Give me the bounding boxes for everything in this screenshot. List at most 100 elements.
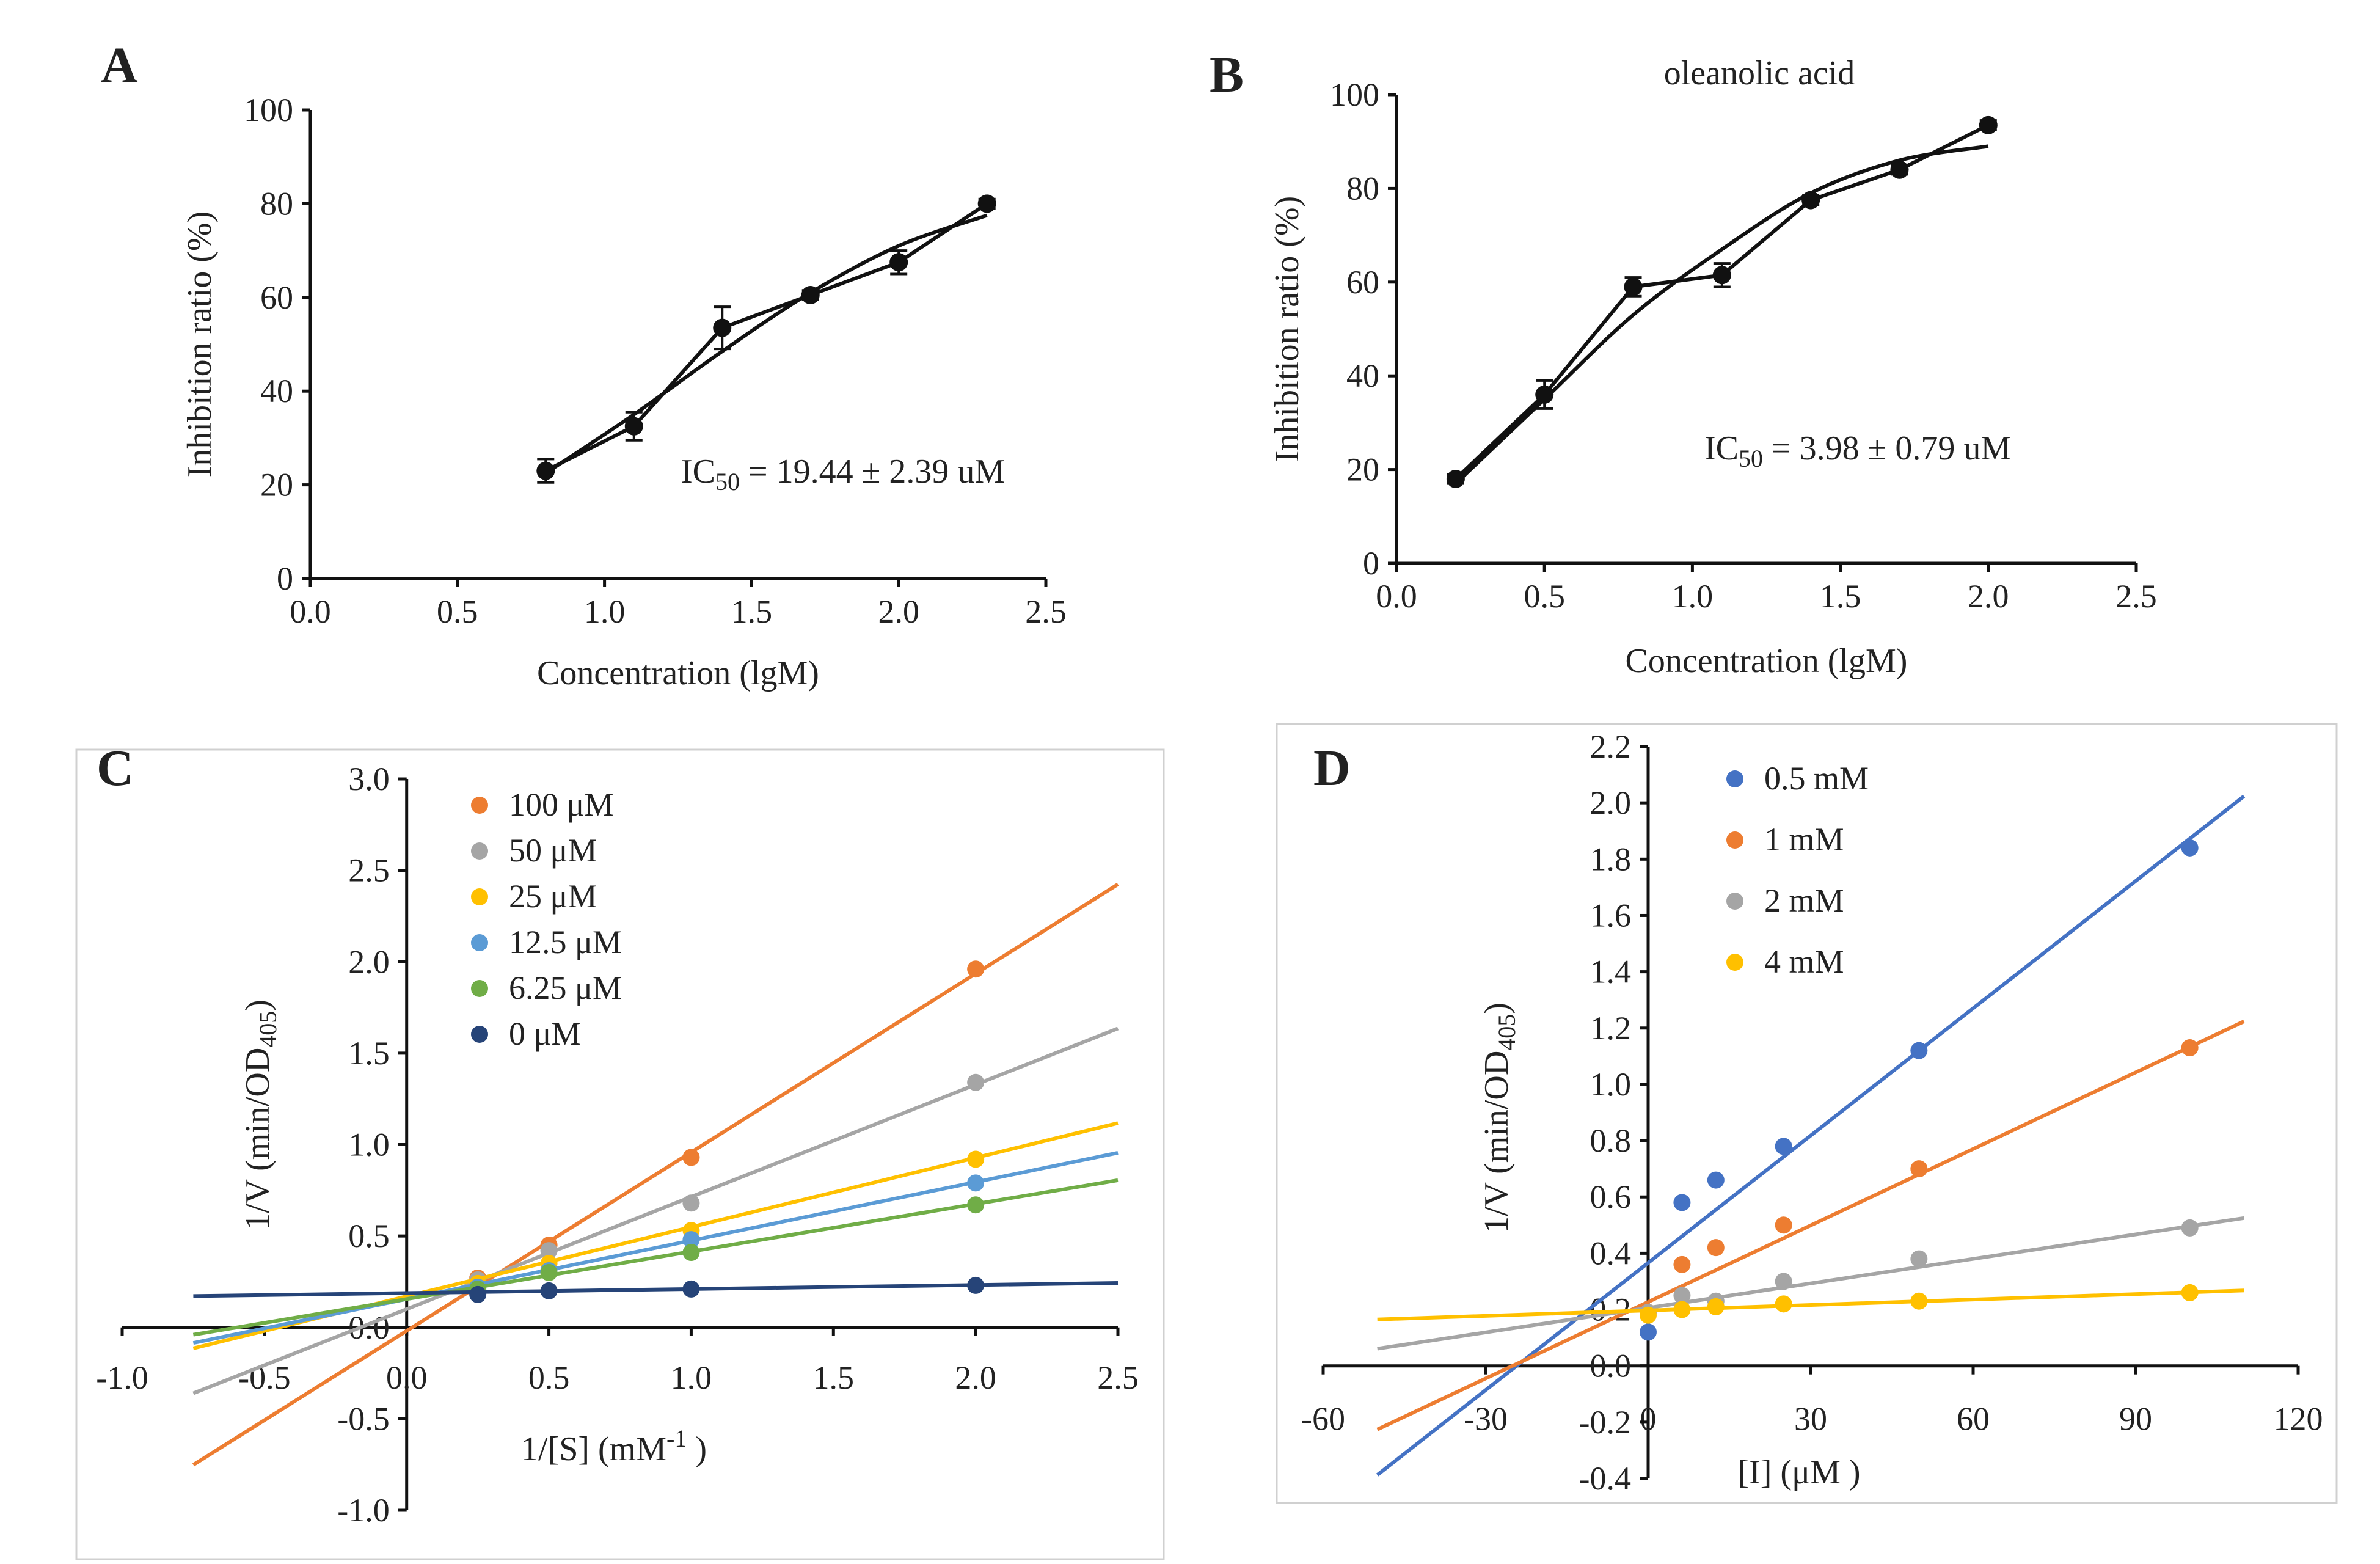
panel-b-x-axis-title: Concentration (lgM): [1626, 642, 1908, 680]
panel-a-x-tick-label: 0.0: [290, 593, 331, 630]
panel-c-legend-label: 0 μM: [509, 1015, 580, 1052]
panel-a-letter: A: [101, 37, 138, 94]
panel-d-trendline: [1376, 1020, 2245, 1431]
panel-b-x-tick-label: 2.5: [2115, 578, 2157, 615]
panel-a-y-tick-label: 80: [260, 185, 293, 222]
panel-d-x-tick-label: 90: [2119, 1401, 2152, 1438]
panel-c-y-title-main: 1/V (min/OD: [239, 1048, 277, 1230]
panel-d-legend-marker: [1726, 831, 1743, 849]
panel-c-legend-marker: [471, 888, 488, 905]
panel-b-ic50-value: = 3.98 ± 0.79 uM: [1763, 429, 2011, 467]
panel-b-data-point: [1624, 277, 1643, 296]
panel-c-x-tick-label: 0.0: [386, 1359, 428, 1396]
panel-d-letter: D: [1313, 740, 1351, 797]
panel-c-data-point: [540, 1282, 558, 1299]
panel-b-data-point: [1890, 160, 1909, 179]
panel-d-y-tick-label: -0.4: [1579, 1460, 1631, 1497]
panel-c-y-title-end: ): [239, 999, 277, 1011]
panel-a-y-axis-title: Inhibition ratio (%): [181, 211, 219, 477]
panel-c-y-tick-label: 2.0: [348, 943, 390, 980]
panel-c-y-tick-label: -0.5: [337, 1400, 389, 1437]
panel-c-data-point: [682, 1194, 700, 1212]
panel-a-x-tick-label: 2.0: [878, 593, 919, 630]
panel-b-y-tick-label: 80: [1346, 170, 1379, 206]
panel-c-legend-label: 100 μM: [509, 786, 613, 823]
panel-c-x-title-superscript: -1: [666, 1425, 687, 1452]
panel-b-y-tick-label: 40: [1346, 357, 1379, 394]
panel-d-data-point: [1673, 1287, 1691, 1304]
panel-b-y-tick-label: 0: [1363, 545, 1379, 582]
panel-a-data-point: [713, 318, 732, 337]
panel-b-ic50-annotation: IC50 = 3.98 ± 0.79 uM: [1704, 429, 2011, 472]
panel-d-data-point: [1910, 1250, 1928, 1268]
panel-a-data-line: [544, 202, 988, 473]
panel-a-ic50-subscript: 50: [715, 468, 740, 495]
panel-c-x-tick-label: 0.5: [528, 1359, 570, 1396]
panel-b-data-point: [1446, 469, 1465, 488]
panel-c-data-point: [682, 1149, 700, 1166]
panel-c-legend-marker: [471, 980, 488, 997]
panel-d-legend-label: 2 mM: [1764, 882, 1844, 919]
panel-b-x-tick-label: 1.0: [1672, 578, 1714, 615]
panel-d-y-tick-label: 1.2: [1590, 1010, 1632, 1047]
panel-d-x-tick-label: -60: [1301, 1401, 1345, 1438]
panel-b-data-point: [1801, 191, 1820, 210]
panel-b-y-tick-label: 60: [1346, 264, 1379, 301]
panel-d-y-tick-label: -0.2: [1579, 1404, 1631, 1441]
panel-d-trendline: [1377, 1216, 2244, 1351]
panel-d-y-tick-label: 1.6: [1590, 897, 1632, 934]
panel-c-x-axis-title: 1/[S] (mM-1 ): [521, 1425, 707, 1468]
panel-c-trendline: [192, 882, 1119, 1467]
panel-c-y-tick-label: -1.0: [337, 1492, 389, 1529]
panel-d-data-point: [1775, 1295, 1792, 1313]
panel-b-x-tick-label: 0.5: [1524, 578, 1565, 615]
panel-c-legend-marker: [471, 797, 488, 814]
panel-d-frame: [1276, 723, 2338, 1504]
panel-d-legend-label: 4 mM: [1764, 943, 1844, 980]
panel-d-data-point: [1707, 1171, 1725, 1189]
panel-a-x-tick-label: 2.5: [1025, 593, 1067, 630]
panel-d-x-tick-label: 30: [1794, 1401, 1827, 1438]
panel-a-y-tick-label: 40: [260, 373, 293, 409]
panel-d-y-tick-label: 0.0: [1590, 1348, 1632, 1384]
panel-a-x-tick-label: 1.0: [584, 593, 626, 630]
panel-c-x-tick-label: 1.5: [813, 1359, 855, 1396]
panel-d-y-tick-label: 0.6: [1590, 1178, 1632, 1215]
panel-d-data-point: [1910, 1292, 1928, 1310]
panel-a-ic50-prefix: IC: [681, 453, 715, 491]
panel-d-legend-marker: [1726, 893, 1743, 910]
panel-a-y-tick-label: 60: [260, 279, 293, 316]
panel-b-y-axis-title: Inhibition ratio (%): [1268, 196, 1306, 462]
panel-c-data-point: [967, 1150, 985, 1168]
panel-d-data-point: [1775, 1138, 1792, 1155]
panel-c-data-point: [967, 960, 985, 978]
panel-a-fit-curve: [544, 213, 988, 475]
panel-c-lineweaver-burk-chart: C -1.0 -0.5 0.0 0.5 1.0 1.5 2.0 2.5-1.0-0.50.00…: [75, 740, 1165, 1560]
panel-d-y-title-subscript: 405: [1493, 1014, 1520, 1051]
panel-c-y-tick-label: 1.5: [348, 1035, 390, 1072]
panel-c-legend-label: 6.25 μM: [509, 970, 622, 1006]
panel-d-data-point: [1707, 1239, 1725, 1257]
panel-d-data-point: [1707, 1298, 1725, 1315]
panel-d-y-tick-label: 2.0: [1590, 784, 1632, 821]
panel-a-ic50-annotation: IC50 = 19.44 ± 2.39 uM: [681, 453, 1005, 495]
panel-c-x-title-end: ): [687, 1430, 707, 1468]
panel-c-y-tick-label: 1.0: [348, 1127, 390, 1163]
panel-c-x-tick-label: 2.5: [1097, 1359, 1139, 1396]
panel-c-letter: C: [97, 740, 134, 797]
panel-a-y-tick-label: 20: [260, 467, 293, 503]
panel-b-ic50-prefix: IC: [1704, 429, 1739, 467]
panel-c-data-point: [967, 1174, 985, 1192]
panel-d-y-tick-label: 2.2: [1590, 728, 1632, 765]
panel-a-data-point: [889, 253, 908, 272]
panel-a-y-tick-label: 0: [277, 560, 293, 597]
panel-c-data-point: [682, 1280, 700, 1298]
panel-b-ic50-subscript: 50: [1739, 445, 1763, 472]
panel-c-legend-label: 50 μM: [509, 832, 597, 869]
panel-b-x-tick-label: 2.0: [1968, 578, 2009, 615]
panel-a-data-point: [977, 194, 996, 213]
panel-a-x-axis-title: Concentration (lgM): [537, 654, 819, 692]
panel-b-data-point: [1535, 385, 1554, 404]
panel-c-data-point: [682, 1244, 700, 1262]
panel-a-y-tick-label: 100: [244, 92, 293, 128]
